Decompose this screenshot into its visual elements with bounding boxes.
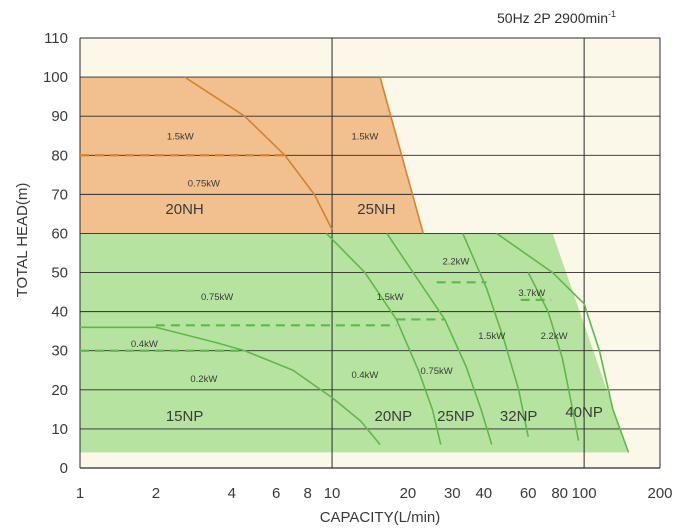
motor-label: 1.5kW <box>167 132 194 143</box>
motor-label: 0.4kW <box>131 339 158 350</box>
region-label: 32NP <box>500 408 538 425</box>
performance-curves <box>80 76 630 453</box>
motor-label: 2.2kW <box>541 331 568 342</box>
performance-curve <box>527 272 580 441</box>
y-tick-label: 110 <box>44 30 68 47</box>
performance-curve <box>184 76 333 230</box>
motor-label: 3.7kW <box>518 288 545 299</box>
x-tick-label: 8 <box>303 485 311 502</box>
y-axis-ticks: 0 10 20 30 40 50 60 70 80 90 100 110 <box>43 30 68 477</box>
x-tick-label: 60 <box>520 485 537 502</box>
motor-label: 1.5kW <box>377 292 404 303</box>
region-label: 25NP <box>437 408 475 425</box>
x-tick-label: 10 <box>324 485 341 502</box>
motor-label: 0.4kW <box>351 370 378 381</box>
performance-curve <box>462 233 529 437</box>
performance-curve <box>379 76 425 234</box>
x-tick-label: 2 <box>152 485 160 502</box>
x-axis-title: CAPACITY(L/min) <box>320 509 441 526</box>
y-tick-label: 100 <box>43 69 68 86</box>
x-axis-ticks: 1 2 4 6 8 10 20 30 40 60 80 100 200 <box>76 485 673 502</box>
condition-label: 50Hz 2P 2900min-1 <box>497 9 616 26</box>
performance-curve <box>386 233 493 445</box>
x-tick-label: 200 <box>647 485 672 502</box>
y-tick-label: 30 <box>51 343 68 360</box>
motor-label: 0.2kW <box>190 374 217 385</box>
x-tick-label: 6 <box>272 485 280 502</box>
y-axis-title: TOTAL HEAD(m) <box>14 183 31 298</box>
region-label: 20NP <box>375 408 413 425</box>
y-tick-label: 90 <box>51 108 68 125</box>
performance-curve <box>80 326 381 446</box>
x-tick-label: 100 <box>572 485 597 502</box>
motor-label: 1.5kW <box>351 132 378 143</box>
y-tick-label: 60 <box>51 225 68 242</box>
region-label: 40NP <box>565 404 603 421</box>
region-labels: 20NH 25NH 15NP 20NP 25NP 32NP 40NP 1.5kW 0.75kW 1… <box>131 132 603 425</box>
region-label: 20NH <box>165 201 203 218</box>
x-tick-label: 80 <box>551 485 568 502</box>
y-tick-label: 80 <box>51 147 68 164</box>
x-tick-label: 40 <box>475 485 492 502</box>
motor-label: 1.5kW <box>478 331 505 342</box>
region-label: 15NP <box>166 408 204 425</box>
motor-label: 2.2kW <box>442 257 469 268</box>
np-region <box>80 233 629 453</box>
x-tick-label: 30 <box>444 485 461 502</box>
motor-label: 0.75kW <box>201 292 233 303</box>
x-tick-label: 1 <box>76 485 84 502</box>
y-tick-label: 20 <box>51 382 68 399</box>
motor-label: 0.75kW <box>421 366 453 377</box>
grid-lines <box>79 37 661 469</box>
x-tick-label: 20 <box>400 485 417 502</box>
y-tick-label: 70 <box>51 186 68 203</box>
region-label: 25NH <box>357 201 395 218</box>
y-tick-label: 50 <box>51 265 68 282</box>
x-tick-label: 4 <box>228 485 236 502</box>
motor-label: 0.75kW <box>188 179 220 190</box>
y-tick-label: 40 <box>51 304 68 321</box>
performance-curve <box>496 232 630 453</box>
y-tick-label: 0 <box>60 460 68 477</box>
performance-curve <box>325 232 442 445</box>
y-tick-label: 10 <box>51 421 68 438</box>
